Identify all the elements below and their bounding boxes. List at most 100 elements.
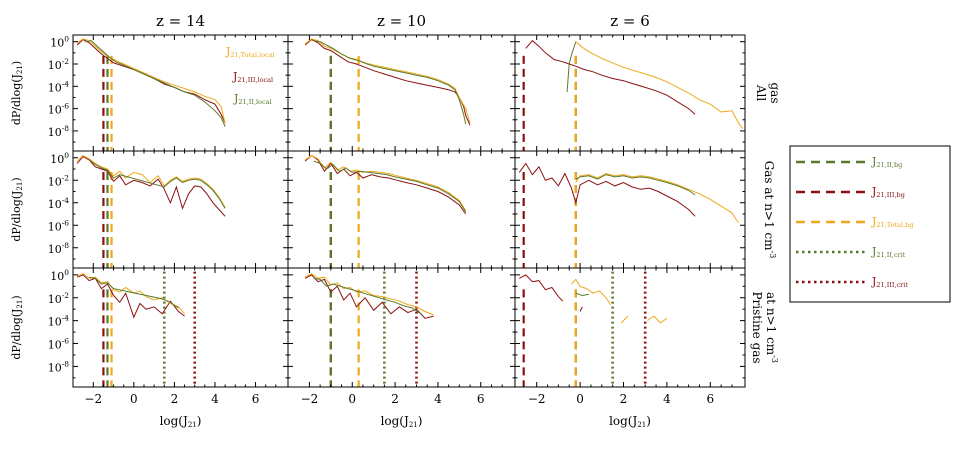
series-line-II [85, 40, 226, 127]
series-group [304, 154, 467, 215]
panel-frame [287, 34, 516, 152]
legend-frame [789, 145, 951, 303]
reference-lines [522, 55, 577, 151]
reference-lines [329, 172, 360, 268]
x-axis-label: log(J21) [381, 414, 423, 429]
panel-2-1 [514, 150, 746, 269]
x-tick-label: 0 [348, 392, 356, 406]
series-line-II [89, 276, 179, 309]
series-line-III [518, 162, 696, 217]
x-tick-label: 2 [620, 392, 628, 406]
x-axis-label: log(J21) [609, 414, 651, 429]
legend-label: J21,II,bg [871, 155, 902, 169]
y-tick-label: 10-8 [48, 124, 70, 139]
series-group [304, 273, 434, 319]
row-label: at n>1 cm-3 [764, 292, 779, 363]
row-label: All [754, 84, 768, 102]
x-tick-label: 6 [477, 392, 485, 406]
column-title: z = 14 [156, 12, 205, 30]
series-group [518, 162, 739, 224]
x-tick-label: 6 [706, 392, 714, 406]
legend-label: J21,III,crit [871, 275, 908, 289]
series-line-total [647, 315, 668, 324]
series-line-II [88, 159, 226, 209]
y-tick-label: 10-6 [48, 218, 70, 233]
y-tick-label: 10-4 [48, 196, 70, 211]
y-tick-label: 10-4 [48, 314, 70, 329]
series-line-III [579, 306, 583, 312]
series-line-II [575, 174, 696, 196]
row-label: Pristine gas [750, 291, 764, 363]
panel-1-2: −2 0 2 4 6 log(J21) [287, 267, 516, 429]
series-line-II [566, 41, 577, 92]
x-axis-label: log(J21) [160, 414, 202, 429]
y-tick-label: 100 [50, 268, 69, 283]
column-title: z = 6 [610, 12, 650, 30]
y-tick-label: 10-2 [48, 291, 70, 306]
series-line-III [525, 39, 696, 115]
panel-frame [514, 34, 746, 152]
y-axis-label: dP/dlog(J21) [10, 177, 24, 241]
series-group [76, 273, 185, 319]
x-tick-label: −2 [528, 392, 546, 406]
panel-frame [287, 267, 516, 388]
panel-2-2: −2 0 2 4 6 log(J21) [514, 267, 746, 429]
panel-frame [514, 150, 746, 269]
side-legend: J21,II,bg J21,III,bg J21,Total,bg J21,II,cr… [789, 145, 951, 303]
panel-0-0: 100 10-2 10-4 10-6 10-8 dP/dlog(J21) J21,Total… [10, 34, 289, 152]
x-tick-label: −2 [301, 392, 319, 406]
panel-frame [287, 150, 516, 269]
series-group [76, 154, 226, 217]
panel-frame [514, 267, 746, 388]
panel-1-0 [287, 34, 516, 152]
reference-lines [329, 55, 360, 151]
x-tick-label: −2 [84, 392, 102, 406]
series-line-III [76, 155, 226, 217]
panel-0-2: 100 10-2 10-4 10-6 10-8 dP/dlog(J21) −2 0 2 4 6 log… [10, 267, 289, 429]
series-line-total [76, 38, 226, 124]
series-line-II [313, 277, 422, 315]
y-tick-label: 10-8 [48, 359, 70, 374]
legend-label: J21,Total,bg [871, 215, 913, 229]
series-line-total [571, 278, 611, 305]
x-tick-label: 0 [130, 392, 138, 406]
x-tick-label: 4 [434, 392, 442, 406]
y-axis-label: dP/dlog(J21) [10, 61, 24, 125]
x-tick-label: 0 [576, 392, 584, 406]
legend-label: J21,III,bg [871, 185, 905, 199]
series-line-III [76, 274, 185, 319]
series-line-II [313, 40, 467, 125]
inset-legend-entry: J21,III,local [232, 70, 273, 84]
x-tick-label: 2 [171, 392, 179, 406]
reference-lines [522, 172, 577, 268]
x-tick-label: 6 [252, 392, 260, 406]
y-tick-label: 10-6 [48, 337, 70, 352]
series-line-II [575, 292, 589, 297]
series-line-total [575, 41, 744, 130]
series-line-III [519, 274, 564, 302]
panel-0-1: 100 10-2 10-4 10-6 10-8 dP/dlog(J21) [10, 150, 289, 269]
series-line-total [304, 38, 471, 124]
y-tick-label: 10-2 [48, 57, 70, 72]
series-line-total [76, 154, 226, 208]
x-tick-label: 4 [211, 392, 219, 406]
x-tick-label: 2 [391, 392, 399, 406]
series-line-total [620, 315, 629, 324]
panel-1-1 [287, 150, 516, 269]
series-line-total [575, 172, 739, 224]
row-label: Gas at n>1 cm-3 [762, 161, 777, 259]
reference-lines [329, 271, 418, 387]
y-tick-label: 10-8 [48, 241, 70, 256]
series-line-III [76, 38, 226, 124]
series-group [525, 39, 744, 130]
x-tick-label: 4 [663, 392, 671, 406]
reference-lines [102, 55, 113, 151]
y-tick-label: 10-6 [48, 102, 70, 117]
series-group [304, 38, 471, 126]
column-title: z = 10 [377, 12, 426, 30]
reference-lines [522, 271, 647, 387]
y-axis-label: dP/dlog(J21) [10, 295, 24, 359]
y-tick-label: 100 [50, 35, 69, 50]
series-line-total [304, 154, 467, 211]
